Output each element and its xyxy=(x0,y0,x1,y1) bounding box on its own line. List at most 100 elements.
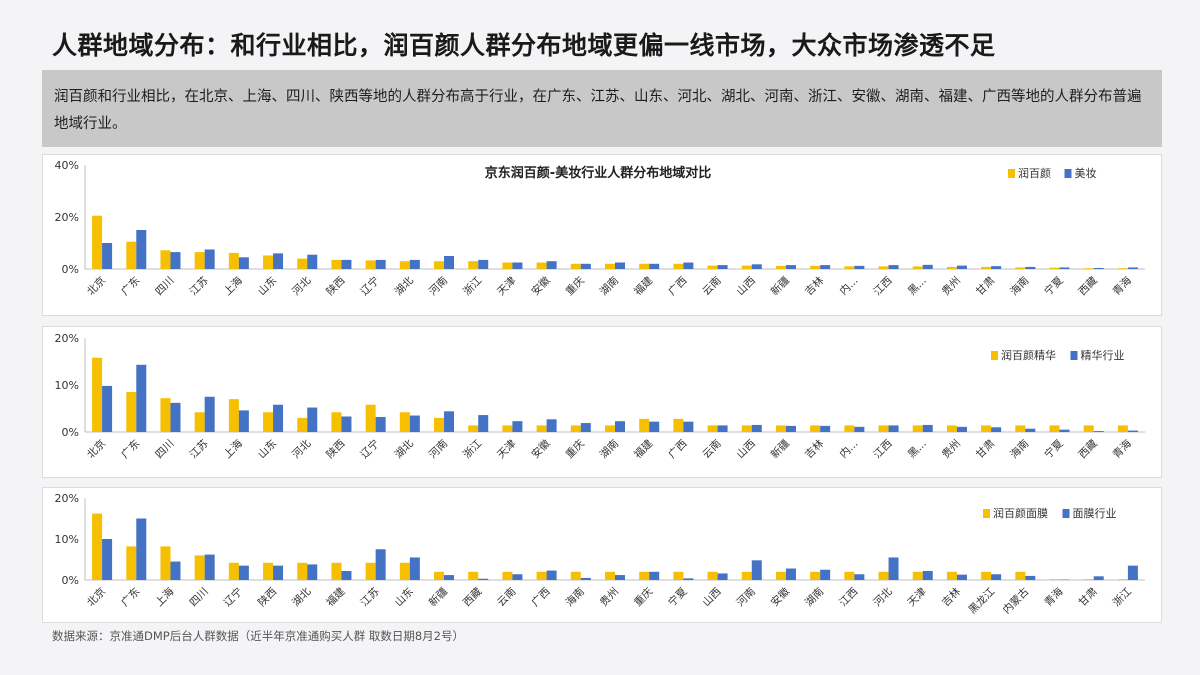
x-tick-label: 山西 xyxy=(700,586,723,609)
x-tick-label: 河南 xyxy=(426,437,450,461)
bar-brand-福建 xyxy=(639,263,650,269)
bar-brand-四川 xyxy=(194,555,205,580)
y-tick-label: 10% xyxy=(55,533,79,546)
x-tick-label: 湖北 xyxy=(290,585,314,609)
bar-industry-安徽 xyxy=(546,419,557,432)
bar-brand-黑... xyxy=(912,425,923,432)
bar-brand-天津 xyxy=(912,571,923,580)
bar-brand-安徽 xyxy=(775,571,786,580)
x-tick-label: 山西 xyxy=(735,275,758,298)
bar-brand-云南 xyxy=(707,265,718,269)
bar-industry-湖南 xyxy=(615,262,625,269)
bar-brand-新疆 xyxy=(775,425,786,432)
x-tick-label: 广西 xyxy=(529,586,552,609)
x-tick-label: 云南 xyxy=(700,437,724,461)
bar-brand-河南 xyxy=(434,417,445,432)
y-tick-label: 0% xyxy=(62,263,79,276)
bar-industry-贵州 xyxy=(956,265,967,269)
bar-industry-江西 xyxy=(854,574,865,580)
y-tick-label: 20% xyxy=(55,332,79,345)
x-tick-label: 上海 xyxy=(153,585,177,609)
bar-industry-宁夏 xyxy=(683,578,694,580)
x-tick-label: 贵州 xyxy=(597,585,621,609)
x-tick-label: 青海 xyxy=(1110,274,1134,298)
page-title: 人群地域分布：和行业相比，润百颜人群分布地域更偏一线市场，大众市场渗透不足 xyxy=(52,31,996,60)
y-tick-label: 0% xyxy=(62,574,79,587)
bar-brand-广东 xyxy=(126,392,137,432)
bar-brand-宁夏 xyxy=(1049,267,1060,269)
x-tick-label: 安徽 xyxy=(768,585,792,609)
x-tick-label: 辽宁 xyxy=(358,274,382,298)
bar-industry-内蒙古 xyxy=(1025,575,1036,580)
x-tick-label: 宁夏 xyxy=(1042,437,1066,461)
bar-industry-河南 xyxy=(444,256,455,269)
x-tick-label: 西藏 xyxy=(461,585,485,609)
bar-industry-吉林 xyxy=(956,574,967,580)
bar-industry-青海 xyxy=(1127,267,1138,269)
bar-industry-重庆 xyxy=(580,423,591,432)
x-tick-label: 内蒙古 xyxy=(1000,585,1031,616)
x-tick-label: 甘肃 xyxy=(1076,585,1100,609)
x-tick-label: 广西 xyxy=(666,438,689,461)
bar-industry-湖南 xyxy=(615,421,625,432)
bar-industry-上海 xyxy=(238,257,249,269)
bar-industry-广西 xyxy=(683,262,694,269)
bar-brand-四川 xyxy=(160,250,171,269)
legend-label: 精华行业 xyxy=(1081,348,1125,362)
y-tick-label: 20% xyxy=(55,211,79,224)
bar-industry-内... xyxy=(854,265,865,269)
bar-industry-安徽 xyxy=(785,568,796,580)
chart-panel-essence: 0% 10% 20% 北京 广东 四川 江苏 上海 山东 河北 陕西 辽宁 湖北 河南 浙江 天津 安徽 重庆 湖南… xyxy=(42,326,1162,478)
x-tick-label: 福建 xyxy=(324,585,348,609)
x-tick-label: 山东 xyxy=(255,437,279,461)
bar-brand-甘肃 xyxy=(981,425,992,432)
bar-industry-广东 xyxy=(136,364,147,432)
bar-industry-北京 xyxy=(102,243,113,269)
x-tick-label: 新疆 xyxy=(768,274,792,298)
bar-brand-吉林 xyxy=(946,571,957,580)
bar-industry-黑... xyxy=(922,424,933,432)
chart-panel-mask: 0% 10% 20% 北京 广东 上海 四川 辽宁 陕西 湖北 福建 江苏 山东 新疆 西藏 云南 广西 海南 贵州… xyxy=(42,487,1162,623)
bar-industry-宁夏 xyxy=(1059,429,1070,432)
x-tick-label: 河北 xyxy=(290,274,314,298)
bar-brand-江西 xyxy=(878,266,889,269)
bar-industry-江苏 xyxy=(204,249,215,269)
bar-brand-山西 xyxy=(741,425,752,432)
bar-industry-浙江 xyxy=(478,415,489,432)
x-tick-label: 福建 xyxy=(631,437,655,461)
bar-brand-新疆 xyxy=(434,571,445,580)
x-tick-label: 河北 xyxy=(871,585,895,609)
bar-industry-宁夏 xyxy=(1059,267,1070,269)
bar-brand-内... xyxy=(844,425,855,432)
bar-brand-陕西 xyxy=(263,562,274,580)
bar-brand-天津 xyxy=(502,262,513,269)
bar-industry-甘肃 xyxy=(991,427,1002,432)
x-tick-label: 北京 xyxy=(84,585,108,609)
bar-brand-北京 xyxy=(92,513,103,580)
x-tick-label: 上海 xyxy=(221,437,245,461)
x-tick-label: 陕西 xyxy=(255,585,279,609)
bar-brand-湖南 xyxy=(810,571,821,580)
bar-brand-湖北 xyxy=(399,412,410,432)
x-tick-label: 安徽 xyxy=(529,437,553,461)
summary-text: 润百颜和行业相比，在北京、上海、四川、陕西等地的人群分布高于行业，在广东、江苏、… xyxy=(42,70,1162,147)
x-tick-label: 吉林 xyxy=(802,437,826,461)
bar-brand-湖北 xyxy=(297,562,308,580)
x-tick-label: 天津 xyxy=(906,585,930,609)
chart-title: 京东润百颜-美妆行业人群分布地域对比 xyxy=(485,165,711,181)
bar-industry-天津 xyxy=(512,421,523,432)
bar-industry-上海 xyxy=(238,410,249,432)
legend-swatch xyxy=(1008,169,1015,178)
bar-brand-浙江 xyxy=(468,261,479,269)
bar-industry-西藏 xyxy=(1093,431,1104,432)
bar-brand-黑... xyxy=(912,266,923,269)
bar-brand-云南 xyxy=(707,425,718,432)
x-tick-label: 新疆 xyxy=(768,437,792,461)
bar-brand-重庆 xyxy=(570,425,581,432)
bar-industry-广西 xyxy=(546,570,557,580)
bar-industry-福建 xyxy=(649,263,660,269)
bar-brand-贵州 xyxy=(605,571,615,580)
bar-brand-湖南 xyxy=(605,263,615,269)
bar-brand-青海 xyxy=(1117,268,1128,269)
x-tick-label: 江西 xyxy=(871,275,894,298)
